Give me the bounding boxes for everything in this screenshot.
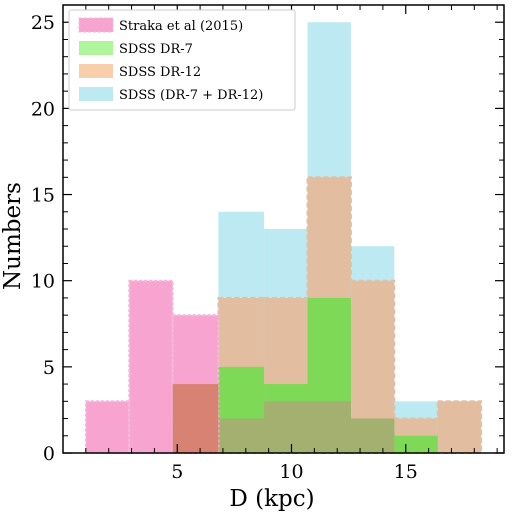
- legend: Straka et al (2015) SDSS DR-7 SDSS DR-12…: [68, 9, 296, 111]
- dr7-bar: [394, 435, 438, 453]
- dr7-overlap-bar: [350, 418, 395, 453]
- dr7-overlap-bar: [264, 401, 308, 453]
- x-tick-label: 5: [171, 461, 183, 483]
- legend-swatch-combined: [79, 87, 113, 101]
- legend-label-dr12: SDSS DR-12: [119, 65, 201, 80]
- straka-overlap-bar: [172, 384, 219, 453]
- legend-item-straka: Straka et al (2015): [78, 17, 243, 34]
- legend-swatch-dr12: [79, 64, 113, 78]
- legend-label-combined: SDSS (DR-7 + DR-12): [119, 88, 263, 103]
- legend-swatch-straka: [78, 17, 114, 33]
- y-tick-label: 20: [31, 98, 55, 120]
- legend-frame: [68, 9, 296, 111]
- ticks-layer: 5 10 15 0 5 10 15 20 25: [31, 4, 504, 483]
- y-axis-label: Numbers: [0, 182, 26, 290]
- dr7-overlap-bar: [218, 418, 265, 453]
- y-tick-label: 25: [31, 12, 55, 34]
- bars-layer: [84, 22, 483, 455]
- y-tick-label: 15: [31, 185, 55, 207]
- legend-item-dr12: SDSS DR-12: [79, 64, 201, 80]
- straka-bar: [84, 400, 131, 454]
- legend-item-dr7: SDSS DR-7: [79, 41, 193, 57]
- y-tick-label: 10: [31, 271, 55, 293]
- x-tick-label: 10: [279, 461, 303, 483]
- y-tick-label: 5: [43, 357, 55, 379]
- legend-item-combined: SDSS (DR-7 + DR-12): [79, 87, 263, 103]
- legend-label-dr7: SDSS DR-7: [119, 42, 193, 57]
- straka-bar: [128, 279, 174, 455]
- legend-swatch-dr7: [79, 41, 113, 55]
- x-axis-label: D (kpc): [229, 486, 314, 512]
- y-tick-label: 0: [43, 443, 55, 465]
- x-tick-label: 15: [394, 461, 418, 483]
- dr12-bar: [436, 400, 483, 454]
- dr7-overlap-bar: [307, 401, 351, 453]
- legend-label-straka: Straka et al (2015): [119, 19, 243, 34]
